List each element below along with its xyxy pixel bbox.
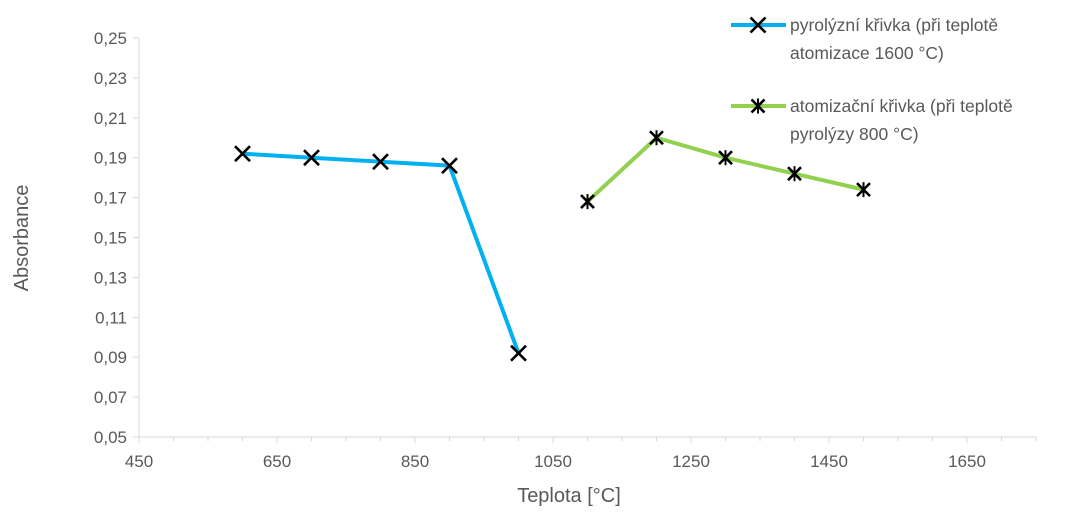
y-tick-label: 0,17 [94, 189, 127, 208]
x-tick-label: 1050 [534, 452, 572, 471]
y-tick-label: 0,21 [94, 109, 127, 128]
marker-stroke [234, 145, 251, 163]
legend-label-line: atomizační křivka (při teplotě [790, 96, 1013, 116]
data-point [787, 166, 802, 182]
marker-stroke [510, 344, 527, 362]
y-tick-label: 0,25 [94, 29, 127, 48]
x-tick-label: 850 [401, 452, 429, 471]
legend-label-line: pyrolýzní křivka (při teplotě [790, 15, 998, 35]
x-axis-title: Teplota [°C] [517, 485, 621, 507]
marker-stroke [749, 16, 767, 34]
legend-item-2: atomizační křivka (při teplotě pyrolýzy 8… [731, 96, 1013, 144]
data-point [234, 145, 251, 163]
y-tick-label: 0,19 [94, 149, 127, 168]
y-tick-label: 0,07 [94, 388, 127, 407]
y-tick-label: 0,09 [94, 348, 127, 367]
legend-item-1: pyrolýzní křivka (při teplotě atomizace 1… [731, 15, 998, 63]
data-point [718, 150, 733, 166]
legend-label-line: pyrolýzy 800 °C) [790, 124, 919, 144]
data-point [303, 149, 320, 167]
series-layer [234, 130, 871, 362]
axes: 0,05 0,07 0,09 0,11 0,13 0,15 0,17 0,19 0,21 0,23… [94, 29, 1037, 471]
y-tick-label: 0,23 [94, 69, 127, 88]
data-point [372, 153, 389, 171]
x-tick-label: 650 [263, 452, 291, 471]
x-tick-label: 450 [125, 452, 153, 471]
series-line-1 [240, 151, 521, 356]
y-tick-label: 0,15 [94, 229, 127, 248]
data-point [510, 344, 527, 362]
marker-stroke [441, 157, 458, 175]
legend: pyrolýzní křivka (při teplotě atomizace 1… [731, 15, 1013, 144]
x-tick-label: 1450 [810, 452, 848, 471]
x-tick-label: 1250 [672, 452, 710, 471]
marker-stroke [372, 153, 389, 171]
y-tick-label: 0,11 [95, 308, 127, 327]
series-line-2 [585, 135, 866, 204]
data-point [750, 98, 766, 114]
y-axis-title: Absorbance [11, 185, 33, 292]
data-point [441, 157, 458, 175]
data-point [856, 182, 871, 198]
data-point [749, 16, 767, 34]
x-tick-label: 1650 [948, 452, 986, 471]
data-point [649, 130, 664, 146]
data-point [580, 194, 595, 210]
y-tick-label: 0,13 [94, 268, 127, 287]
marker-stroke [303, 149, 320, 167]
y-tick-label: 0,05 [94, 428, 127, 447]
legend-label-line: atomizace 1600 °C) [790, 43, 944, 63]
